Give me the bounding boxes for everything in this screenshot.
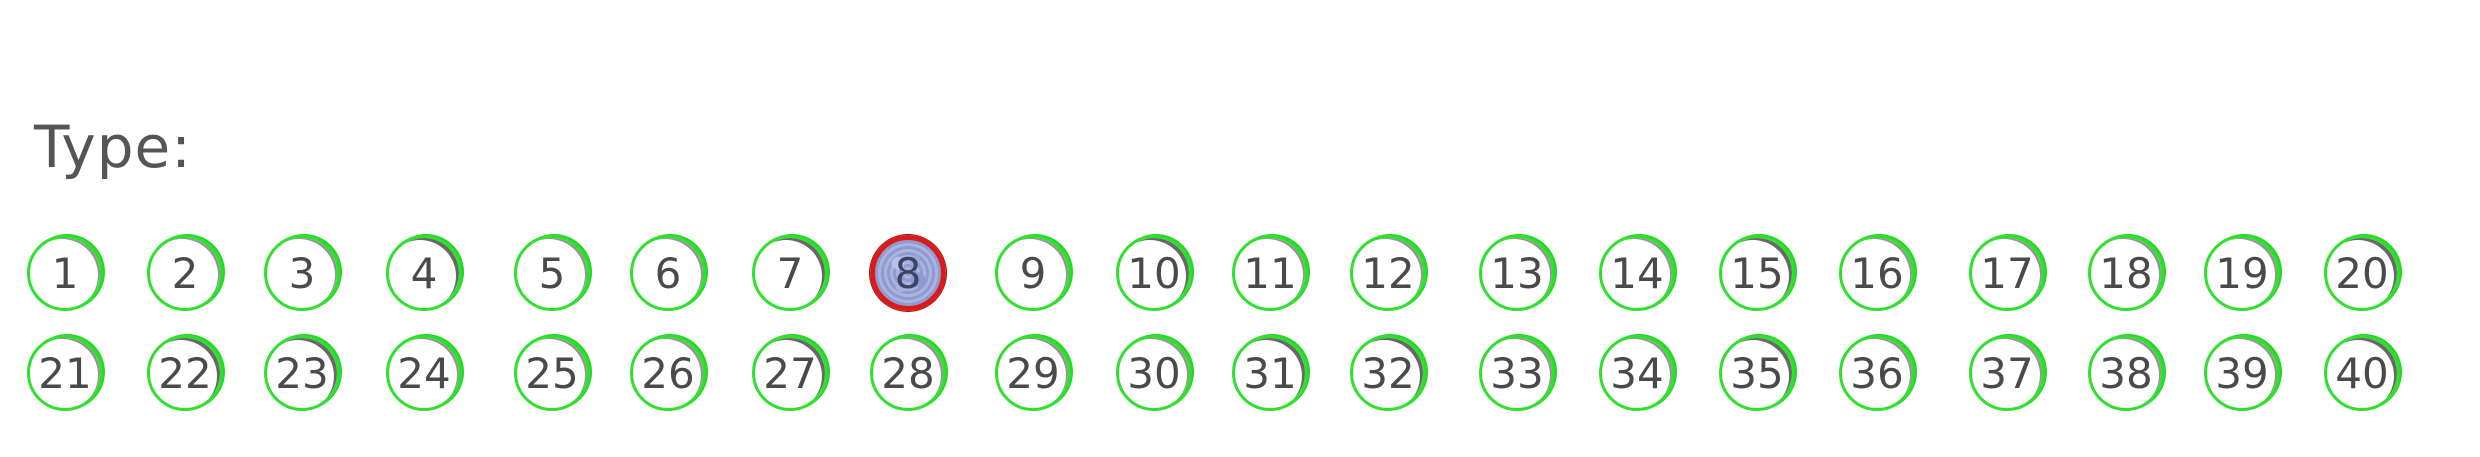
- type-option-26[interactable]: 26: [630, 335, 706, 411]
- type-option-24[interactable]: 24: [386, 335, 462, 411]
- type-option-5[interactable]: 5: [514, 235, 590, 311]
- type-label: Type:: [34, 113, 192, 181]
- type-option-22[interactable]: 22: [147, 335, 223, 411]
- type-option-31[interactable]: 31: [1232, 335, 1308, 411]
- type-option-25[interactable]: 25: [514, 335, 590, 411]
- type-option-17[interactable]: 17: [1969, 235, 2045, 311]
- type-option-20[interactable]: 20: [2324, 235, 2400, 311]
- type-option-27[interactable]: 27: [752, 335, 828, 411]
- type-option-28[interactable]: 28: [870, 335, 946, 411]
- type-option-38[interactable]: 38: [2088, 335, 2164, 411]
- type-option-6[interactable]: 6: [630, 235, 706, 311]
- type-option-4[interactable]: 4: [386, 235, 462, 311]
- type-option-1[interactable]: 1: [27, 235, 103, 311]
- type-option-7[interactable]: 7: [752, 235, 828, 311]
- type-option-13[interactable]: 13: [1479, 235, 1555, 311]
- type-option-30[interactable]: 30: [1116, 335, 1192, 411]
- type-option-14[interactable]: 14: [1599, 235, 1675, 311]
- type-option-10[interactable]: 10: [1116, 235, 1192, 311]
- type-option-19[interactable]: 19: [2204, 235, 2280, 311]
- type-option-9[interactable]: 9: [995, 235, 1071, 311]
- type-option-33[interactable]: 33: [1479, 335, 1555, 411]
- type-option-16[interactable]: 16: [1839, 235, 1915, 311]
- type-option-15[interactable]: 15: [1719, 235, 1795, 311]
- type-option-23[interactable]: 23: [264, 335, 340, 411]
- type-option-40[interactable]: 40: [2324, 335, 2400, 411]
- type-option-37[interactable]: 37: [1969, 335, 2045, 411]
- type-option-35[interactable]: 35: [1719, 335, 1795, 411]
- type-option-34[interactable]: 34: [1599, 335, 1675, 411]
- type-option-8[interactable]: 8: [870, 235, 946, 311]
- type-option-36[interactable]: 36: [1839, 335, 1915, 411]
- type-option-32[interactable]: 32: [1350, 335, 1426, 411]
- type-option-2[interactable]: 2: [147, 235, 223, 311]
- type-option-18[interactable]: 18: [2088, 235, 2164, 311]
- type-option-3[interactable]: 3: [264, 235, 340, 311]
- type-option-21[interactable]: 21: [27, 335, 103, 411]
- type-option-12[interactable]: 12: [1350, 235, 1426, 311]
- type-option-11[interactable]: 11: [1232, 235, 1308, 311]
- type-option-39[interactable]: 39: [2204, 335, 2280, 411]
- type-option-29[interactable]: 29: [995, 335, 1071, 411]
